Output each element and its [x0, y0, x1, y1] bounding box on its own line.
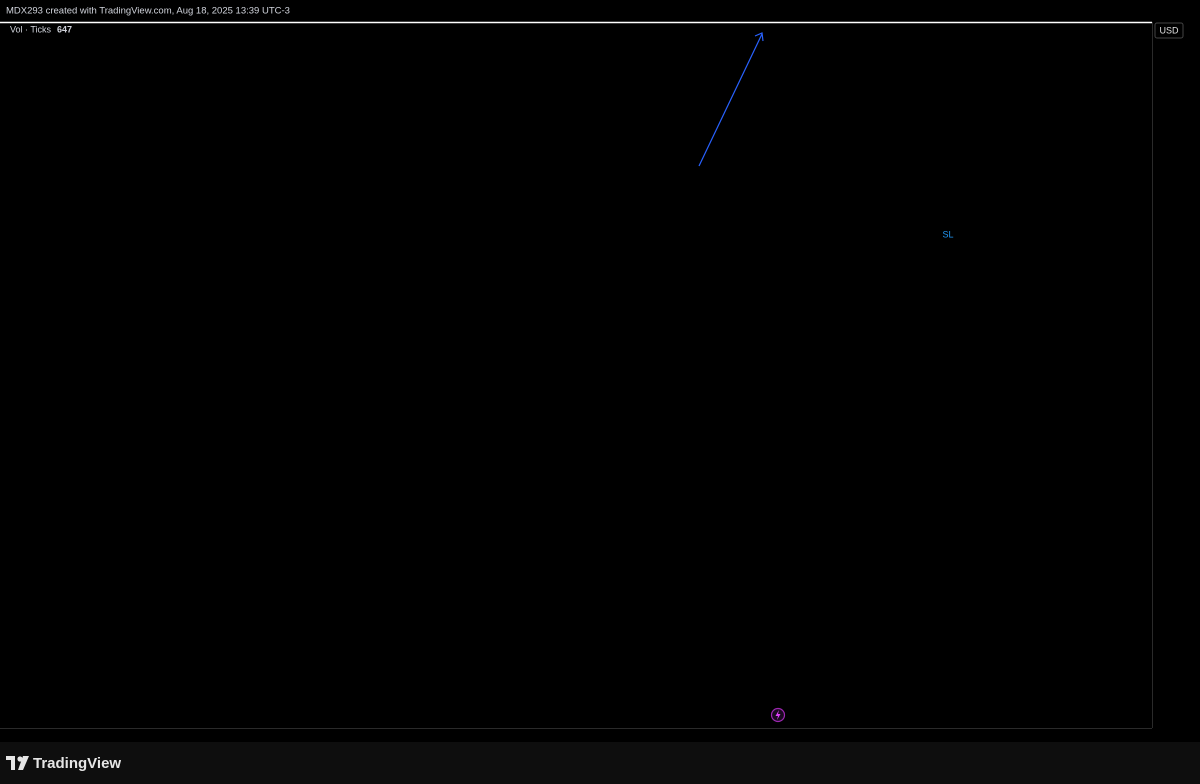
- alert-icon: [775, 710, 781, 720]
- currency: USD: [1159, 25, 1179, 35]
- header: MDX293 created with TradingView.com, Aug…: [6, 6, 290, 17]
- currency-box[interactable]: [1154, 22, 1184, 39]
- annotation: SL: [942, 229, 953, 239]
- footer-bar: [0, 742, 1200, 784]
- brand-logo: [6, 756, 29, 770]
- arrow-head: [754, 32, 764, 42]
- volume-legend: Vol · Ticks: [10, 24, 52, 34]
- trend-arrow: [698, 33, 763, 167]
- volume-legend-value: 647: [57, 24, 72, 34]
- brand: TradingView: [33, 755, 121, 772]
